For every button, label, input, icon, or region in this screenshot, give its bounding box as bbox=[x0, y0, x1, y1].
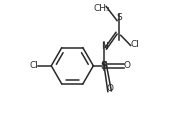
Text: Cl: Cl bbox=[30, 61, 39, 70]
Text: S: S bbox=[116, 13, 122, 22]
Text: CH₃: CH₃ bbox=[93, 4, 110, 13]
Text: N: N bbox=[101, 42, 108, 51]
Text: O: O bbox=[107, 84, 114, 93]
Text: Cl: Cl bbox=[130, 40, 139, 49]
Text: O: O bbox=[124, 61, 131, 70]
Text: S: S bbox=[101, 61, 108, 71]
